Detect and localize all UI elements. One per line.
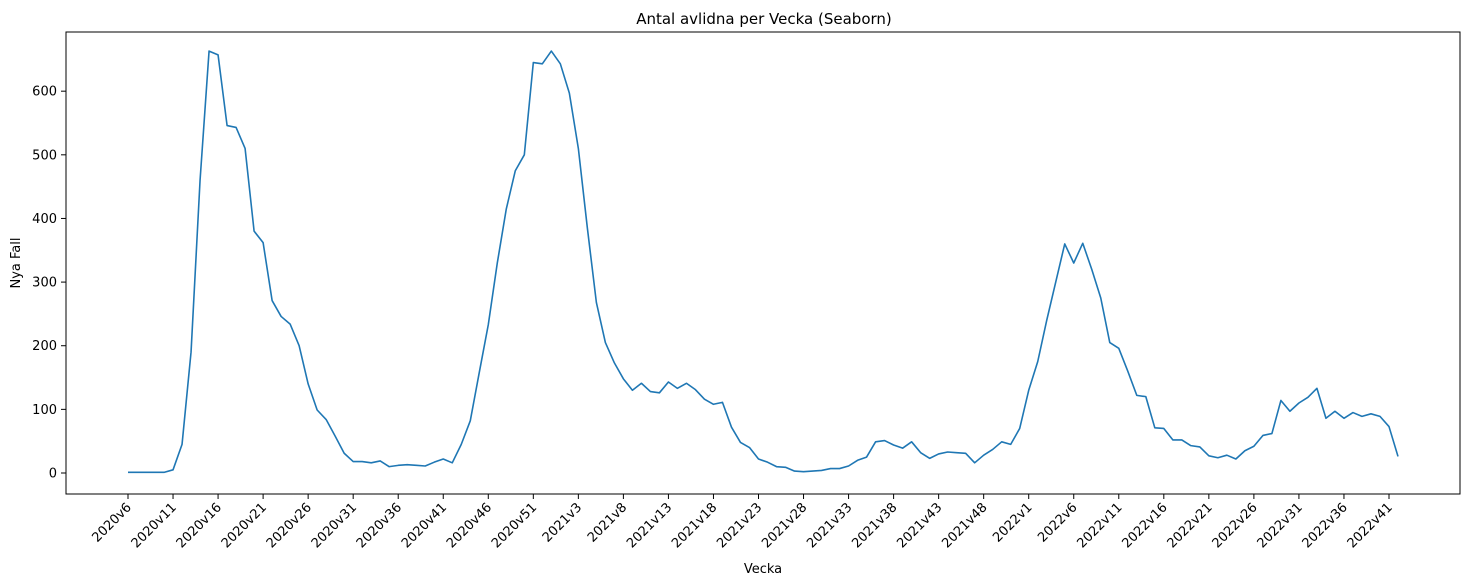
x-tick-label: 2020v6: [90, 500, 135, 545]
x-tick-label: 2020v41: [399, 500, 450, 551]
x-tick-label: 2020v51: [489, 500, 540, 551]
y-tick-label: 300: [32, 276, 57, 291]
x-axis-label: Vecka: [744, 562, 782, 577]
y-tick-label: 100: [32, 403, 57, 418]
chart-title: Antal avlidna per Vecka (Seaborn): [636, 10, 892, 28]
y-tick-label: 500: [32, 148, 57, 163]
y-tick-label: 200: [32, 339, 57, 354]
x-tick-label: 2022v36: [1300, 500, 1351, 551]
x-tick-label: 2021v3: [540, 500, 585, 545]
y-tick-label: 400: [32, 212, 57, 227]
x-tick-label: 2021v28: [759, 500, 810, 551]
x-tick-label: 2021v48: [939, 500, 990, 551]
x-tick-label: 2021v43: [894, 500, 945, 551]
x-tick-label: 2022v16: [1120, 500, 1171, 551]
x-tick-label: 2021v8: [585, 500, 630, 545]
x-tick-label: 2020v26: [264, 500, 315, 551]
series-line: [128, 50, 1399, 474]
x-tick-label: 2021v23: [714, 500, 765, 551]
x-tick-label: 2022v26: [1210, 500, 1261, 551]
y-tick-label: 600: [32, 85, 57, 100]
x-tick-label: 2022v21: [1165, 500, 1216, 551]
x-tick-label: 2022v41: [1345, 500, 1396, 551]
x-tick-label: 2022v1: [990, 500, 1035, 545]
x-tick-label: 2022v31: [1255, 500, 1306, 551]
x-tick-label: 2021v33: [804, 500, 855, 551]
x-axis: 2020v62020v112020v162020v212020v262020v3…: [90, 494, 1396, 551]
x-tick-label: 2020v11: [129, 500, 180, 551]
x-tick-label: 2020v16: [174, 500, 225, 551]
y-tick-label: 0: [49, 467, 57, 482]
x-tick-label: 2022v6: [1035, 500, 1080, 545]
plot-area-frame: [65, 31, 1461, 495]
x-tick-label: 2020v31: [309, 500, 360, 551]
x-tick-label: 2020v46: [444, 500, 495, 551]
x-tick-label: 2022v11: [1074, 500, 1125, 551]
x-tick-label: 2020v36: [354, 500, 405, 551]
x-tick-label: 2021v38: [849, 500, 900, 551]
x-tick-label: 2020v21: [219, 500, 270, 551]
x-tick-label: 2021v13: [624, 500, 675, 551]
y-axis-label: Nya Fall: [9, 238, 24, 289]
x-tick-label: 2021v18: [669, 500, 720, 551]
y-axis: 0 100 200 300 400 500 600: [32, 85, 66, 482]
